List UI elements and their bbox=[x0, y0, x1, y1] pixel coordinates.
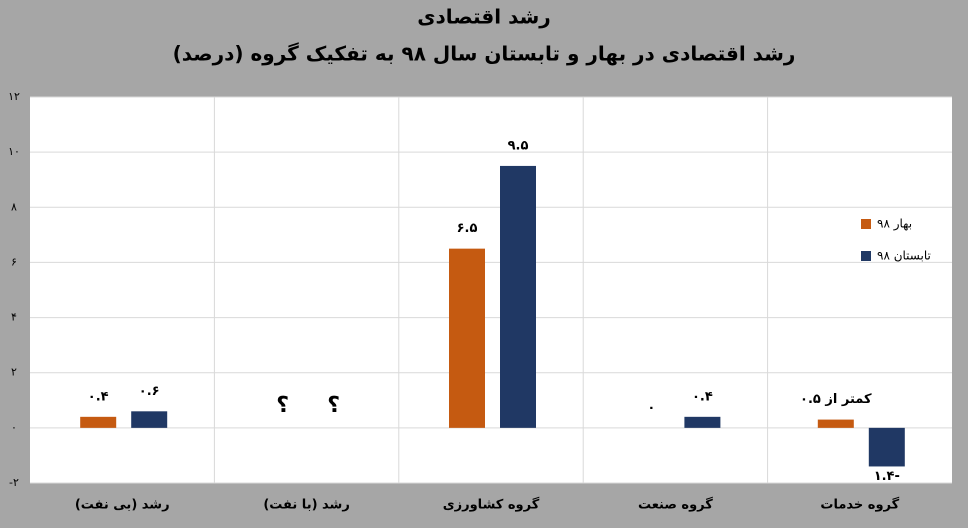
legend-swatch bbox=[861, 251, 871, 261]
y-tick-label: ۴ bbox=[11, 311, 17, 324]
y-tick-label: ۱۰ bbox=[8, 145, 20, 158]
bar bbox=[449, 248, 485, 428]
value-label: ۰.۴ bbox=[88, 389, 109, 404]
value-label: ۰.۶ bbox=[139, 384, 160, 399]
bar bbox=[80, 416, 117, 428]
bar bbox=[868, 427, 905, 467]
legend-label: تابستان ۹۸ bbox=[877, 249, 931, 263]
chart-subtitle: رشد اقتصادی در بهار و تابستان سال ۹۸ به … bbox=[173, 42, 796, 66]
bar bbox=[131, 411, 168, 428]
y-tick-label: ۰ bbox=[11, 421, 17, 434]
value-label: -۱.۴ bbox=[874, 469, 900, 484]
y-tick-label: -۲ bbox=[9, 476, 19, 489]
x-tick-label: رشد (با نفت) bbox=[263, 498, 349, 513]
y-tick-label: ۸ bbox=[11, 200, 17, 213]
x-tick-label: گروه صنعت bbox=[638, 497, 713, 513]
value-label: ۰.۴ bbox=[692, 389, 713, 404]
value-label: کمتر از ۰.۵ bbox=[800, 392, 872, 407]
bar bbox=[684, 416, 721, 428]
value-label: ۰ bbox=[647, 400, 655, 415]
x-tick-label: رشد (بی نفت) bbox=[75, 498, 170, 513]
plot-area bbox=[30, 97, 952, 483]
value-label: ۹.۵ bbox=[508, 138, 529, 153]
value-label: ۶.۵ bbox=[457, 221, 478, 236]
legend-swatch bbox=[861, 219, 871, 229]
legend-label: بهار ۹۸ bbox=[877, 217, 912, 232]
value-label: ؟ bbox=[276, 393, 289, 418]
bar bbox=[500, 165, 536, 428]
y-tick-label: ۲ bbox=[11, 366, 17, 379]
y-tick-label: ۶ bbox=[11, 255, 17, 268]
x-tick-label: گروه خدمات bbox=[820, 497, 899, 513]
value-label: ؟ bbox=[327, 393, 340, 418]
bar bbox=[817, 419, 854, 428]
y-tick-label: ۱۲ bbox=[8, 90, 20, 103]
chart-title: رشد اقتصادی bbox=[417, 5, 551, 29]
x-tick-label: گروه کشاورزی bbox=[443, 497, 540, 513]
